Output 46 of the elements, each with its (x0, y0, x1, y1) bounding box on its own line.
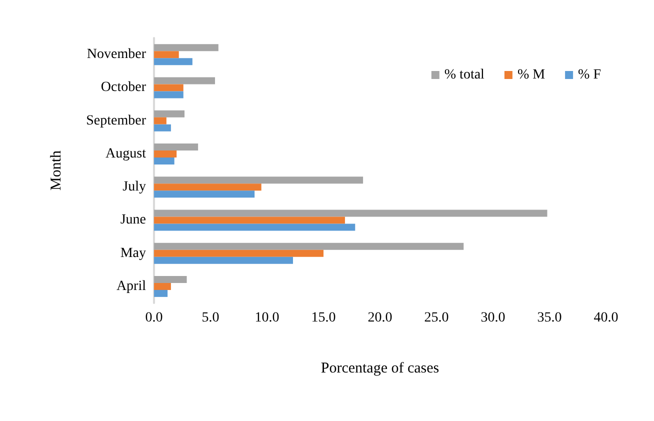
x-tick-label: 20.0 (368, 310, 392, 326)
x-tick-label: 5.0 (202, 310, 220, 326)
bar (154, 224, 356, 231)
bar (154, 44, 218, 52)
y-tick-label: September (86, 113, 146, 128)
y-tick-label: June (120, 212, 146, 228)
y-tick-label: July (122, 180, 146, 195)
x-tick-label: 15.0 (311, 310, 336, 326)
bar (154, 276, 187, 283)
bar (154, 150, 177, 158)
x-axis-title: Porcentage of cases (320, 360, 440, 376)
bar (154, 216, 345, 224)
legend-label: % F (578, 68, 602, 82)
x-tick-label: 35.0 (537, 310, 562, 326)
y-tick-label: November (86, 47, 146, 62)
bar (154, 77, 216, 84)
x-tick-label: 10.0 (254, 310, 280, 326)
bar (154, 91, 184, 98)
bar (154, 176, 364, 184)
bar (154, 157, 174, 164)
bar (154, 250, 324, 257)
bar (154, 117, 166, 124)
bar (154, 242, 464, 250)
bar (154, 210, 548, 217)
x-tick-label: 0.0 (145, 310, 163, 326)
y-tick-label: October (100, 80, 146, 96)
bar (154, 256, 293, 264)
bar (154, 190, 255, 198)
legend-label: % total (444, 68, 485, 82)
bar (154, 124, 171, 132)
bar (154, 184, 262, 191)
y-axis-title: Month (48, 150, 64, 191)
y-tick-label: August (106, 146, 146, 162)
x-tick-label: 30.0 (480, 310, 506, 326)
y-tick-label: May (120, 246, 146, 261)
y-tick-label: April (116, 278, 146, 294)
bar (154, 143, 198, 150)
bar (154, 51, 179, 58)
x-tick-label: 40.0 (594, 310, 618, 326)
bar (154, 58, 192, 66)
bar (154, 290, 168, 297)
x-tick-label: 25.0 (424, 310, 449, 326)
legend-label: % M (517, 68, 546, 82)
bar (154, 110, 185, 118)
bar (154, 282, 171, 290)
bar (154, 84, 184, 92)
